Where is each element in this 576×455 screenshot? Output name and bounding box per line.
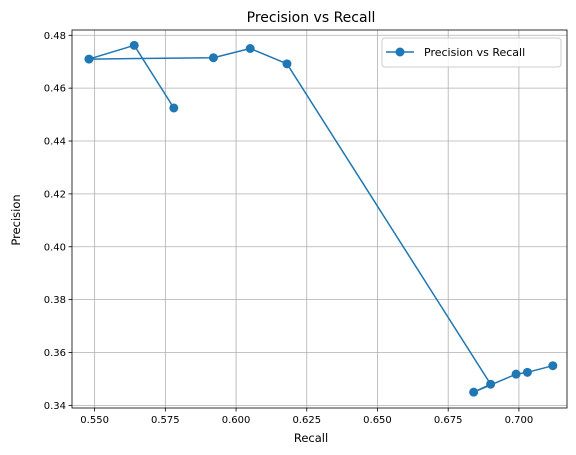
x-tick-label: 0.575 <box>151 415 180 426</box>
y-tick-label: 0.42 <box>44 189 66 200</box>
legend: Precision vs Recall <box>381 37 562 68</box>
series-layer <box>84 40 558 397</box>
y-tick-label: 0.38 <box>44 295 66 306</box>
x-axis-label: Recall <box>294 431 328 445</box>
data-point <box>548 361 558 371</box>
x-tick-label: 0.600 <box>222 415 251 426</box>
y-axis-label: Precision <box>9 194 23 245</box>
data-point <box>129 40 139 50</box>
data-point <box>486 379 496 389</box>
x-tick-label: 0.650 <box>363 415 392 426</box>
y-tick-label: 0.44 <box>44 137 66 148</box>
data-point <box>282 59 292 69</box>
data-point <box>169 103 179 113</box>
x-tick-label: 0.550 <box>80 415 109 426</box>
y-tick-label: 0.40 <box>44 242 66 253</box>
data-point <box>522 367 532 377</box>
data-point <box>511 369 521 379</box>
y-tick-label: 0.36 <box>44 348 66 359</box>
y-tick-label: 0.48 <box>44 31 66 42</box>
chart-title: Precision vs Recall <box>247 10 376 26</box>
x-tick-label: 0.675 <box>434 415 463 426</box>
data-point <box>469 387 479 397</box>
x-axis-ticks: 0.550 0.575 0.600 0.625 0.650 0.675 0.700 <box>80 408 533 426</box>
x-tick-label: 0.625 <box>292 415 321 426</box>
legend-box <box>381 37 562 68</box>
legend-label: Precision vs Recall <box>424 46 525 59</box>
x-tick-label: 0.700 <box>505 415 534 426</box>
grid-lines <box>72 30 567 408</box>
plot-frame <box>71 29 568 409</box>
data-point <box>84 54 94 64</box>
data-point <box>245 44 255 54</box>
y-tick-label: 0.34 <box>44 401 66 412</box>
legend-marker-swatch <box>395 47 405 57</box>
data-point <box>208 53 218 63</box>
y-axis-ticks: 0.34 0.36 0.38 0.40 0.42 0.44 0.46 0.48 <box>44 31 72 412</box>
y-tick-label: 0.46 <box>44 84 66 95</box>
